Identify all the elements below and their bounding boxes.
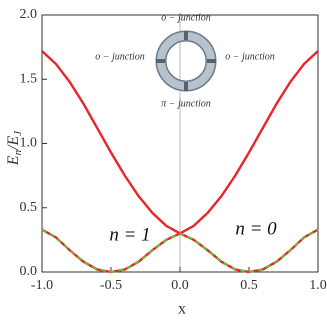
annotation: π − junction: [161, 98, 211, 109]
y-tick-label: 1.0: [20, 136, 38, 151]
y-tick-label: 0.5: [20, 200, 38, 215]
annotation: n = 0: [235, 218, 277, 239]
ring: [157, 32, 215, 90]
x-tick-label: -0.5: [100, 278, 122, 293]
junction: [156, 59, 165, 63]
y-label: En/EJ: [5, 130, 24, 167]
y-tick-label: 0.0: [20, 264, 38, 279]
y-tick-label: 1.5: [20, 71, 38, 86]
x-label: x: [178, 301, 186, 318]
annotation: o − junction: [161, 12, 211, 23]
x-tick-label: -1.0: [31, 278, 53, 293]
y-label-part: J: [12, 130, 24, 136]
series-line: [41, 228, 319, 274]
y-label-part: /E: [5, 135, 22, 150]
annotation: o − junction: [95, 51, 145, 62]
annotation: o − junction: [225, 51, 275, 62]
junction: [184, 82, 188, 91]
x-tick-label: 0.0: [171, 278, 189, 293]
y-label-part: E: [5, 155, 22, 166]
x-tick-label: 1.0: [309, 278, 327, 293]
x-tick-label: 0.5: [240, 278, 258, 293]
junction: [207, 59, 216, 63]
y-tick-label: 2.0: [20, 7, 38, 22]
y-label-part: n: [12, 149, 24, 155]
junction: [184, 31, 188, 40]
ring-diagram: [155, 30, 217, 92]
annotation: n = 1: [109, 224, 150, 245]
